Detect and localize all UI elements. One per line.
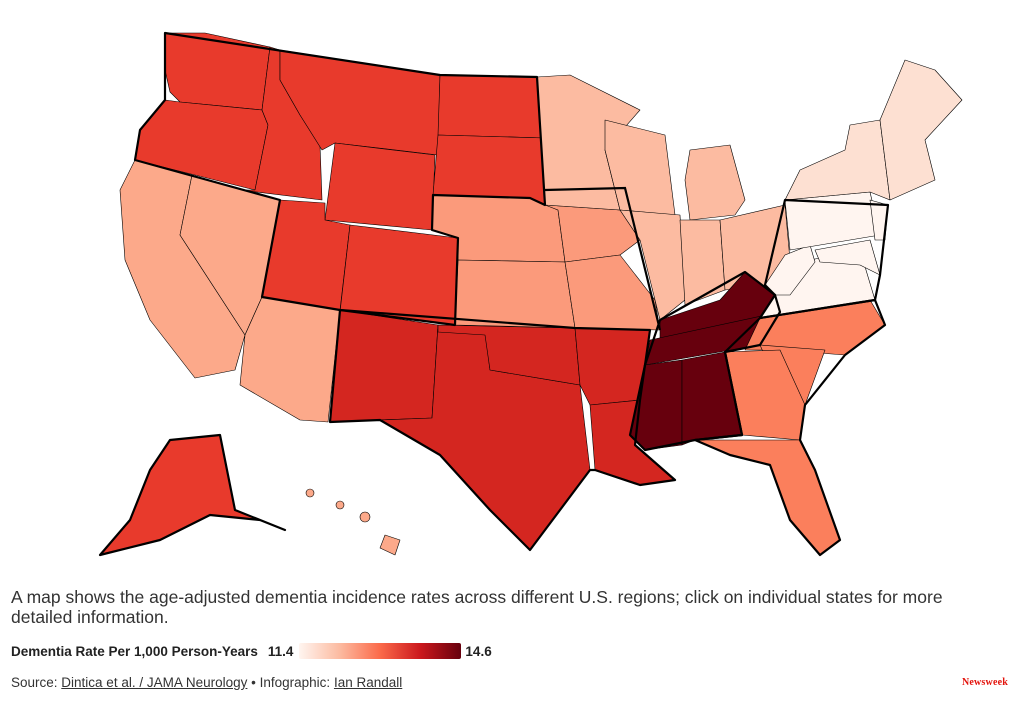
- region-outline-alaska: [98, 433, 287, 557]
- state-hawaii-islands: [359, 511, 371, 523]
- state-arizona[interactable]: [239, 296, 341, 423]
- state-florida[interactable]: [694, 439, 841, 556]
- state-north-dakota[interactable]: [437, 74, 546, 139]
- legend-gradient-bar: [299, 643, 462, 659]
- state-maryland-delaware[interactable]: [814, 239, 881, 276]
- us-dementia-map: [98, 31, 963, 557]
- state-new-york[interactable]: [784, 119, 891, 201]
- source-separator: • Infographic:: [251, 675, 331, 690]
- state-alaska[interactable]: [99, 434, 286, 556]
- legend: Dementia Rate Per 1,000 Person-Years 11.…: [11, 642, 492, 660]
- state-colorado[interactable]: [339, 224, 459, 326]
- region-outline-plains: [544, 186, 662, 331]
- state-hawaii[interactable]: [379, 534, 401, 556]
- region-outline-south-central: [328, 308, 677, 552]
- state-hawaii-islands-3: [305, 488, 315, 498]
- region-outline-northwest: [133, 31, 547, 327]
- source-line: Source: Dintica et al. / JAMA Neurology …: [11, 675, 402, 690]
- state-new-mexico[interactable]: [329, 309, 439, 423]
- region-outline-mid-atlantic: [758, 198, 890, 320]
- state-indiana[interactable]: [679, 219, 726, 306]
- state-new-england[interactable]: [879, 59, 963, 201]
- region-outline-south-atlantic: [693, 298, 887, 557]
- legend-max: 14.6: [465, 643, 492, 659]
- state-wyoming[interactable]: [324, 142, 436, 231]
- state-kansas[interactable]: [454, 259, 576, 329]
- state-michigan[interactable]: [684, 144, 746, 221]
- legend-title: Dementia Rate Per 1,000 Person-Years: [11, 643, 258, 659]
- legend-min: 11.4: [267, 643, 294, 659]
- state-missouri[interactable]: [564, 254, 661, 331]
- source-link[interactable]: Dintica et al. / JAMA Neurology: [61, 675, 248, 690]
- newsweek-logo: Newsweek: [961, 677, 1008, 688]
- source-prefix: Source:: [11, 675, 58, 690]
- state-washington[interactable]: [164, 32, 271, 111]
- map-caption: A map shows the age-adjusted dementia in…: [11, 587, 943, 627]
- state-hawaii-islands-2: [335, 500, 345, 510]
- author-link[interactable]: Ian Randall: [333, 675, 403, 690]
